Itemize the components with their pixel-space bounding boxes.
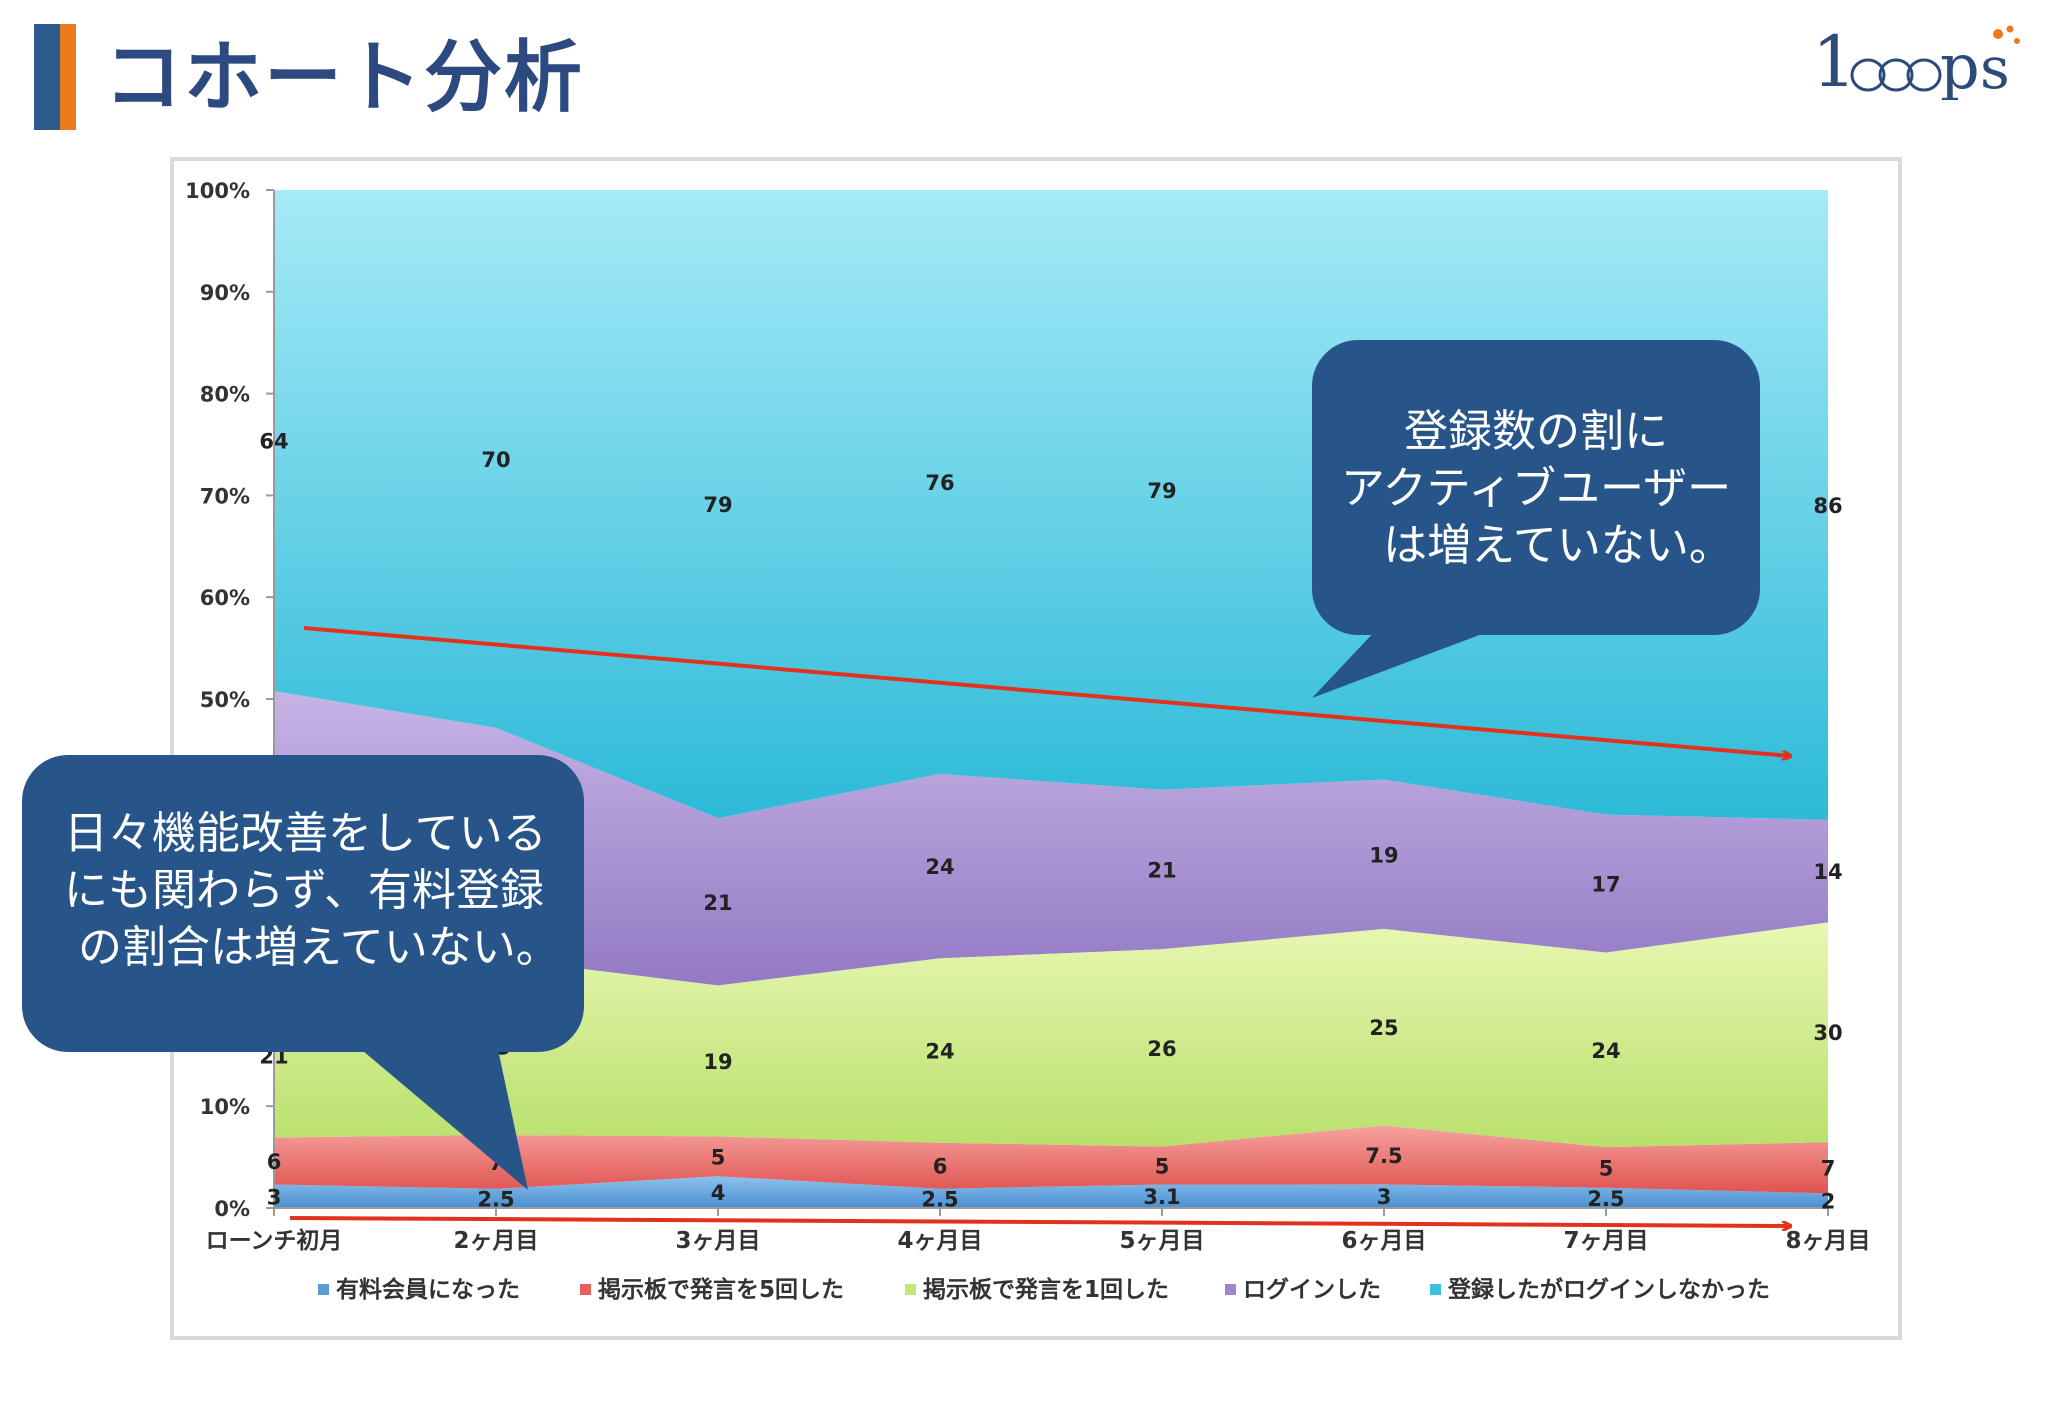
callout-active-users: 登録数の割に アクティブユーザー は増えていない。 — [1312, 340, 1760, 635]
title-accent-bar — [34, 24, 60, 130]
trend-arrow-active — [303, 626, 1790, 756]
data-label-post5: 6 — [933, 1155, 948, 1179]
data-label-login: 19 — [1369, 843, 1398, 867]
data-label-paid: 2.5 — [1587, 1187, 1624, 1211]
data-label-login: 21 — [1147, 858, 1176, 882]
callout-paid-members: 日々機能改善をしている にも関わらず、有料登録 の割合は増えていない。 — [22, 755, 584, 1052]
data-label-nologin: 64 — [259, 430, 288, 454]
data-label-post5: 5 — [711, 1145, 726, 1169]
x-tick-label: 5ヶ月目 — [1119, 1228, 1204, 1254]
data-label-paid: 3.1 — [1143, 1185, 1180, 1209]
legend-swatch-login — [1225, 1284, 1236, 1295]
legend-swatch-paid — [318, 1284, 329, 1295]
area-post1 — [274, 922, 1828, 1148]
data-label-login: 21 — [703, 891, 732, 915]
data-label-login: 14 — [1813, 860, 1842, 884]
legend-swatch-post1 — [905, 1284, 916, 1295]
x-tick-label: ローンチ初月 — [206, 1227, 343, 1254]
legend-label-nologin: 登録したがログインしなかった — [1447, 1276, 1770, 1303]
data-label-login: 24 — [925, 855, 954, 879]
svg-text:1: 1 — [1812, 21, 1857, 100]
y-tick-label: 60% — [200, 586, 250, 610]
x-tick-label: 4ヶ月目 — [897, 1228, 982, 1254]
data-label-paid: 2.5 — [921, 1187, 958, 1211]
company-logo: 1 p s — [1812, 21, 2020, 100]
data-labels: 32.542.53.132.52675657.55721231924262524… — [259, 430, 1842, 1214]
data-label-nologin: 86 — [1813, 494, 1842, 518]
y-tick-label: 100% — [185, 179, 250, 203]
data-label-post1: 30 — [1813, 1021, 1842, 1045]
data-label-paid: 3 — [267, 1185, 282, 1209]
data-label-paid: 2.5 — [477, 1187, 514, 1211]
data-label-login: 17 — [1591, 873, 1620, 897]
data-label-post1: 25 — [1369, 1016, 1398, 1040]
y-tick-label: 10% — [200, 1095, 250, 1119]
y-tick-label: 90% — [200, 281, 250, 305]
x-tick-label: 2ヶ月目 — [453, 1228, 538, 1254]
data-label-post5: 5 — [1599, 1156, 1614, 1180]
area-paid — [274, 1176, 1828, 1208]
svg-text:p: p — [1940, 30, 1980, 100]
data-label-paid: 2 — [1821, 1190, 1836, 1214]
callout-pointer-left — [350, 1040, 528, 1190]
x-tick-label: 8ヶ月目 — [1785, 1228, 1870, 1254]
svg-text:s: s — [1980, 34, 2010, 100]
data-label-post1: 19 — [703, 1050, 732, 1074]
data-label-nologin: 76 — [925, 471, 954, 495]
area-login — [274, 691, 1828, 986]
legend-swatch-nologin — [1430, 1284, 1441, 1295]
data-label-nologin: 70 — [481, 448, 510, 472]
data-label-paid: 4 — [711, 1181, 726, 1205]
slide-title: コホート分析 — [104, 33, 585, 123]
x-tick-label: 3ヶ月目 — [675, 1228, 760, 1254]
area-post5 — [274, 1125, 1828, 1194]
data-label-nologin: 79 — [1147, 479, 1176, 503]
legend-label-login: ログインした — [1243, 1276, 1381, 1303]
legend-label-post1: 掲示板で発言を1回した — [923, 1276, 1169, 1303]
data-label-post1: 24 — [1591, 1039, 1620, 1063]
x-tick-label: 7ヶ月目 — [1563, 1228, 1648, 1254]
data-label-post5: 7 — [1821, 1157, 1836, 1181]
title-accent-stripe — [60, 24, 76, 130]
data-label-post1: 24 — [925, 1039, 954, 1063]
trend-arrow-paid — [289, 1216, 1790, 1226]
data-label-post5: 7.5 — [1365, 1144, 1402, 1168]
x-tick-label: 6ヶ月目 — [1341, 1228, 1426, 1254]
legend-swatch-post5 — [580, 1284, 591, 1295]
y-tick-label: 70% — [200, 484, 250, 508]
y-tick-label: 80% — [200, 383, 250, 407]
data-label-post5: 6 — [267, 1150, 282, 1174]
chart-legend: 有料会員になった 掲示板で発言を5回した 掲示板で発言を1回した ログインした 登録した… — [318, 1276, 1770, 1303]
y-tick-label: 50% — [200, 688, 250, 712]
data-label-post5: 5 — [1155, 1154, 1170, 1178]
callout-pointer-right — [1312, 628, 1498, 698]
data-label-nologin: 79 — [703, 493, 732, 517]
legend-label-post5: 掲示板で発言を5回した — [598, 1276, 844, 1303]
data-label-paid: 3 — [1377, 1185, 1392, 1209]
legend-label-paid: 有料会員になった — [336, 1276, 520, 1303]
y-tick-label: 0% — [214, 1197, 250, 1221]
annotations — [289, 626, 1790, 1226]
data-label-post1: 26 — [1147, 1037, 1176, 1061]
